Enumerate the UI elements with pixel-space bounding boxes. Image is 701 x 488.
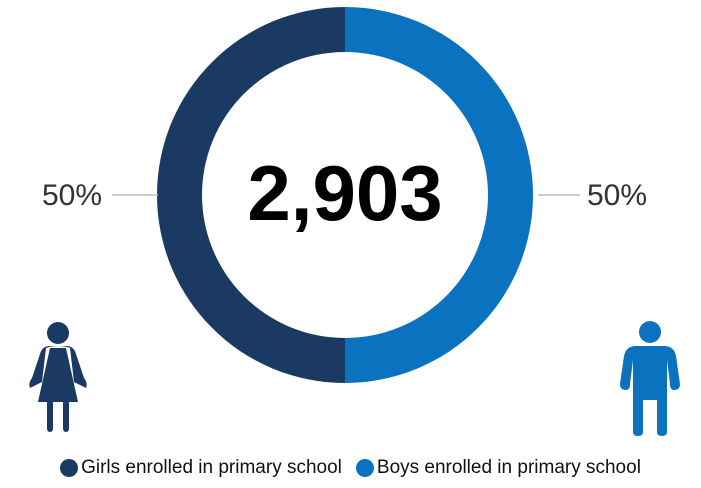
donut-hole	[202, 52, 488, 338]
legend-item-girls: Girls enrolled in primary school	[60, 457, 342, 479]
boys-percent-label: 50%	[587, 179, 647, 212]
girl-icon	[29, 322, 87, 432]
girls-percent-label: 50%	[42, 179, 102, 212]
legend: Girls enrolled in primary school Boys en…	[0, 457, 701, 479]
legend-swatch-girls	[60, 459, 79, 477]
boy-icon	[620, 321, 680, 436]
legend-label-girls: Girls enrolled in primary school	[81, 457, 342, 478]
legend-swatch-boys	[355, 459, 374, 477]
center-total-value: 2,903	[247, 149, 442, 237]
legend-item-boys: Boys enrolled in primary school	[355, 457, 641, 479]
legend-label-boys: Boys enrolled in primary school	[376, 457, 641, 478]
